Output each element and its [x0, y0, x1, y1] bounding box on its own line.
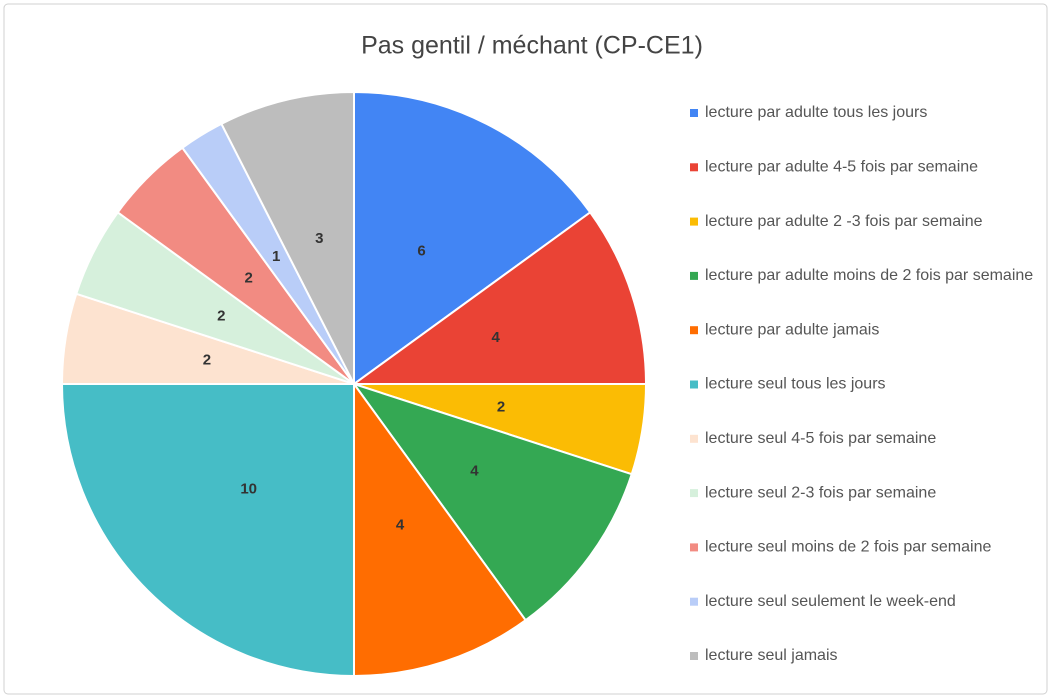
data-label: 2 [203, 352, 211, 369]
legend-swatch [690, 326, 698, 335]
legend-label: lecture par adulte tous les jours [705, 104, 927, 121]
data-label: 10 [240, 480, 257, 497]
data-label: 4 [491, 329, 500, 346]
pie-slice [351, 382, 633, 622]
legend-label: lecture seul 2-3 fois par semaine [705, 484, 936, 501]
legend-label: lecture par adulte jamais [705, 321, 879, 338]
pie-slice [353, 380, 528, 678]
data-label: 1 [272, 248, 280, 265]
pie-slice [60, 383, 355, 678]
legend-label: lecture seul 4-5 fois par semaine [705, 430, 936, 447]
pie-slice [353, 90, 592, 386]
data-label: 4 [396, 517, 405, 534]
data-label: 2 [497, 398, 505, 415]
pie-slice [350, 210, 648, 385]
data-label: 2 [245, 270, 253, 287]
pie-slice [220, 90, 355, 385]
legend-swatch [690, 271, 698, 280]
chart-title: Pas gentil / méchant (CP-CE1) [361, 32, 703, 60]
data-label: 6 [417, 242, 425, 259]
legend-swatch [690, 217, 698, 226]
legend-label: lecture par adulte moins de 2 fois par s… [705, 267, 1033, 284]
data-label: 4 [470, 463, 479, 480]
legend-swatch [690, 163, 698, 172]
legend-swatch [690, 597, 698, 606]
legend-swatch [690, 543, 698, 552]
data-label: 3 [315, 230, 323, 247]
data-label: 2 [217, 307, 225, 324]
legend-label: lecture seul jamais [705, 647, 838, 664]
legend-swatch [690, 652, 698, 660]
legend-swatch [690, 109, 698, 117]
legend-label: lecture seul seulement le week-end [705, 593, 956, 610]
legend-swatch [690, 489, 698, 498]
legend-label: lecture par adulte 4-5 fois par semaine [705, 159, 978, 176]
legend-label: lecture seul tous les jours [705, 376, 886, 393]
legend-swatch [690, 380, 698, 389]
legend-swatch [690, 434, 698, 443]
legend-label: lecture par adulte 2 -3 fois par semaine [705, 213, 983, 230]
legend-label: lecture seul moins de 2 fois par semaine [705, 539, 991, 556]
